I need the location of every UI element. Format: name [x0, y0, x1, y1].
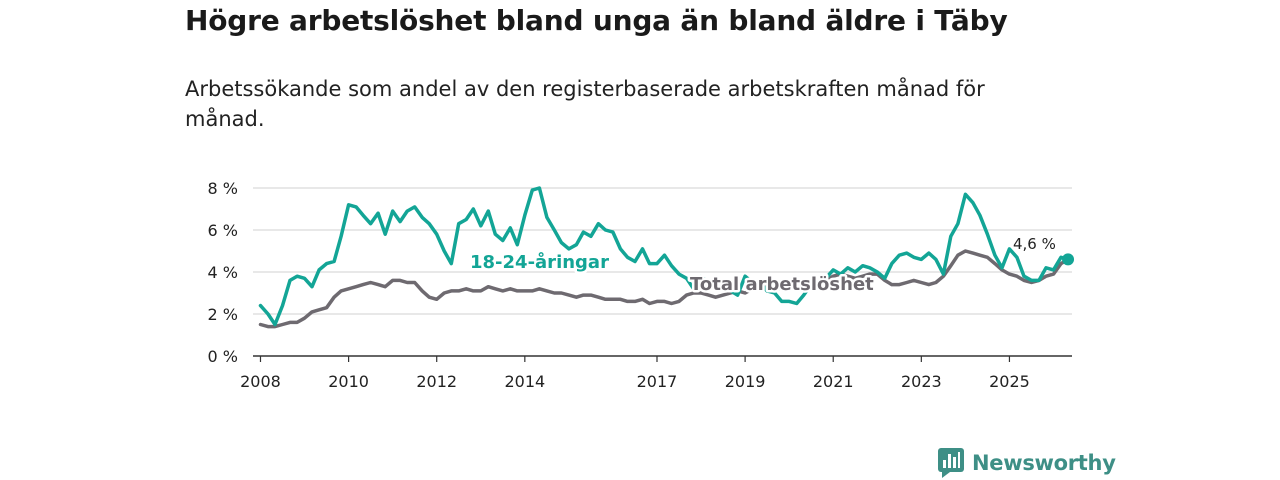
series-labels: 18-24-åringar Total arbetslöshet 4,6 % [468, 233, 1059, 298]
x-tick-label: 2019 [725, 372, 766, 391]
x-tick-label: 2017 [637, 372, 678, 391]
y-axis-ticks: 0 % 2 % 4 % 6 % 8 % [208, 179, 238, 366]
y-tick-label: 0 % [208, 347, 238, 366]
chart-subtitle: Arbetssökande som andel av den registerb… [185, 77, 985, 131]
series-label-total: Total arbetslöshet [690, 274, 874, 295]
end-point-marker [1062, 253, 1075, 266]
grid-lines [253, 187, 1072, 315]
y-tick-label: 4 % [208, 263, 238, 282]
series-line-total [258, 249, 1070, 329]
x-tick-label: 2023 [901, 372, 942, 391]
end-value-label: 4,6 % [1013, 235, 1056, 253]
y-tick-label: 2 % [208, 305, 238, 324]
brand-logo: Newsworthy [938, 448, 1116, 478]
y-tick-label: 8 % [208, 179, 238, 198]
brand-name: Newsworthy [972, 451, 1116, 475]
x-tick-label: 2010 [328, 372, 369, 391]
y-tick-label: 6 % [208, 221, 238, 240]
x-axis-ticks: 2008 2010 2012 2014 2017 2019 2021 2023 2025 [240, 356, 1030, 391]
series-lines [258, 186, 1070, 329]
x-tick-label: 2012 [416, 372, 457, 391]
chart-title: Högre arbetslöshet bland unga än bland ä… [185, 4, 1008, 37]
series-line-youth [258, 186, 1070, 327]
series-label-youth: 18-24-åringar [470, 251, 609, 273]
x-tick-label: 2025 [989, 372, 1030, 391]
x-tick-label: 2021 [813, 372, 854, 391]
x-tick-label: 2014 [504, 372, 545, 391]
x-tick-label: 2008 [240, 372, 281, 391]
newsworthy-logo-icon [938, 448, 964, 478]
